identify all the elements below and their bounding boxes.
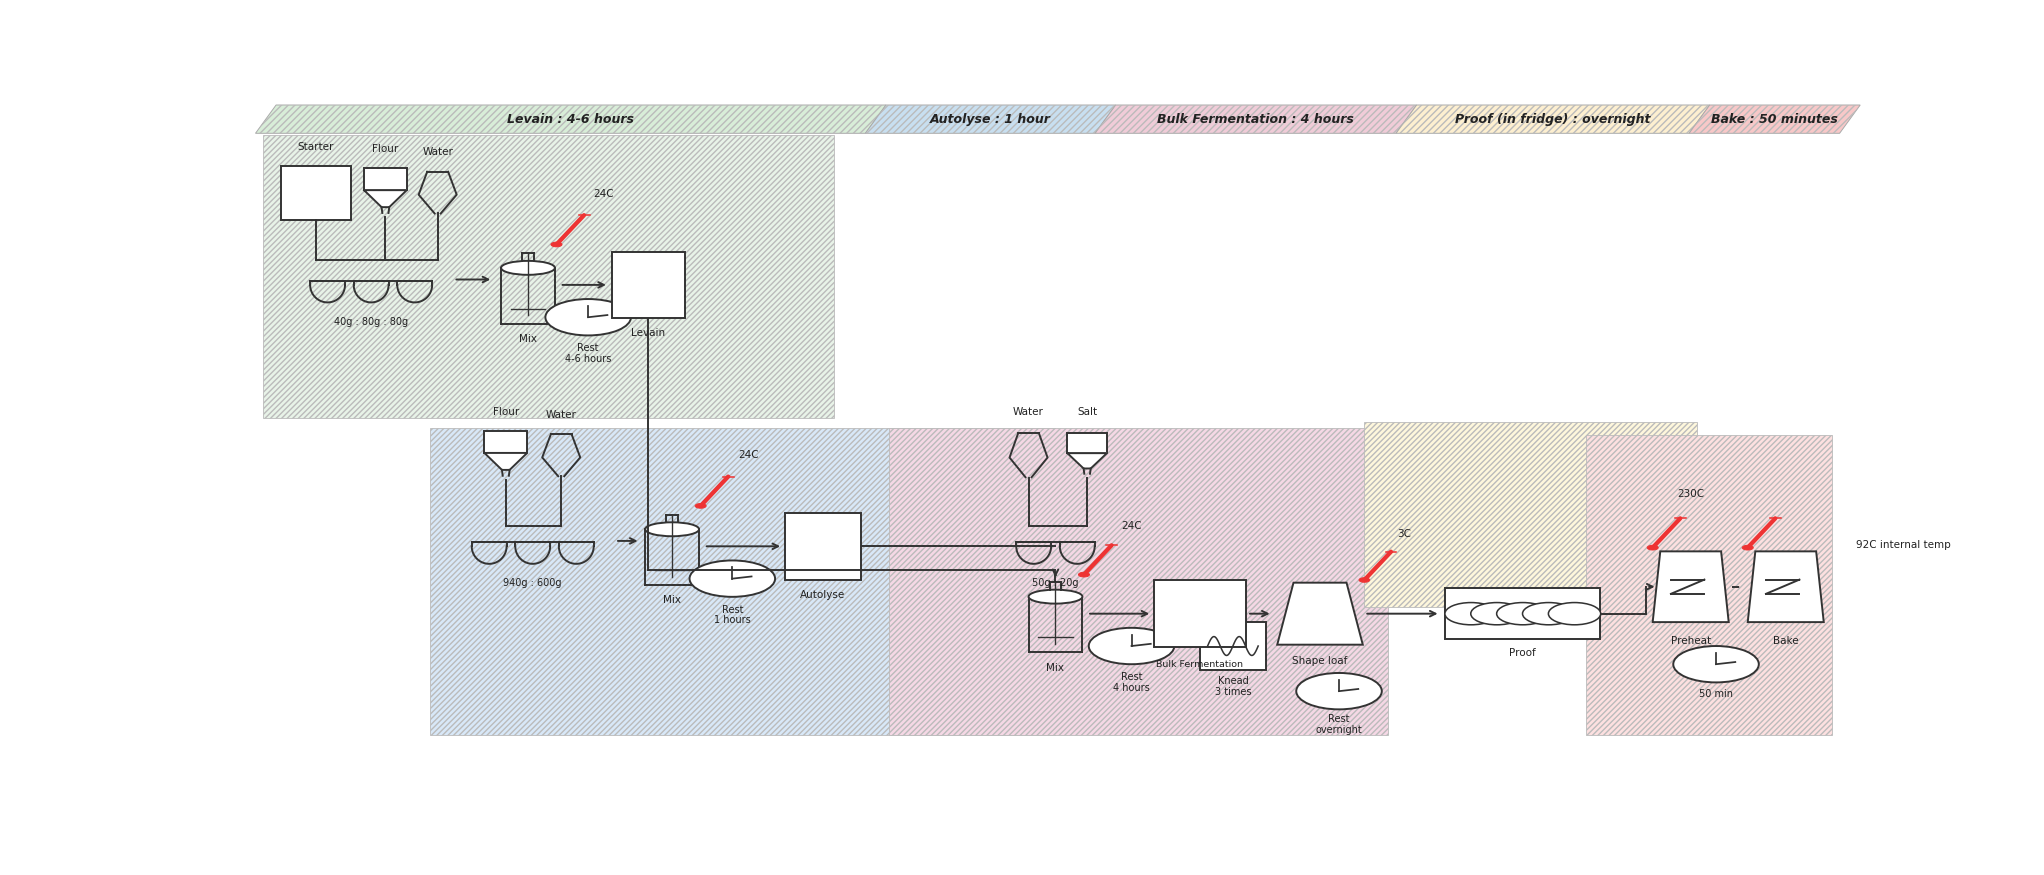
Text: Bulk Fermentation: Bulk Fermentation bbox=[1157, 660, 1243, 668]
Text: Levain: Levain bbox=[632, 328, 666, 339]
Circle shape bbox=[1496, 603, 1549, 625]
Text: Proof (in fridge) : overnight: Proof (in fridge) : overnight bbox=[1455, 113, 1652, 126]
Circle shape bbox=[695, 503, 705, 508]
Text: Preheat: Preheat bbox=[1670, 635, 1711, 646]
Polygon shape bbox=[256, 105, 885, 133]
Text: Rest: Rest bbox=[576, 343, 599, 354]
Text: Water: Water bbox=[423, 147, 454, 158]
Text: 1 hours: 1 hours bbox=[713, 615, 750, 626]
Circle shape bbox=[1296, 673, 1382, 710]
Text: 24C: 24C bbox=[1122, 522, 1143, 531]
Ellipse shape bbox=[1028, 590, 1083, 604]
Polygon shape bbox=[865, 105, 1116, 133]
Text: 50g : 20g: 50g : 20g bbox=[1032, 578, 1079, 588]
Text: Flour: Flour bbox=[493, 407, 519, 416]
Text: Bake : 50 minutes: Bake : 50 minutes bbox=[1711, 113, 1838, 126]
Text: Flour: Flour bbox=[372, 144, 399, 154]
Circle shape bbox=[546, 299, 632, 335]
Circle shape bbox=[1089, 628, 1175, 664]
Text: 3C: 3C bbox=[1396, 529, 1410, 539]
Circle shape bbox=[552, 242, 562, 247]
Polygon shape bbox=[1396, 105, 1709, 133]
FancyBboxPatch shape bbox=[1445, 588, 1600, 639]
Circle shape bbox=[1647, 545, 1658, 550]
FancyBboxPatch shape bbox=[1586, 435, 1831, 735]
Polygon shape bbox=[1654, 551, 1729, 622]
Polygon shape bbox=[1278, 583, 1363, 645]
Text: Mix: Mix bbox=[519, 333, 538, 344]
FancyBboxPatch shape bbox=[1200, 622, 1265, 669]
Circle shape bbox=[1359, 578, 1369, 582]
Text: Rest: Rest bbox=[1120, 672, 1143, 682]
Text: 230C: 230C bbox=[1678, 489, 1705, 499]
Text: Knead: Knead bbox=[1218, 676, 1249, 686]
Text: Rest: Rest bbox=[1329, 715, 1349, 724]
FancyBboxPatch shape bbox=[1365, 422, 1697, 607]
Ellipse shape bbox=[1850, 570, 1932, 605]
Text: Mix: Mix bbox=[662, 595, 681, 605]
Text: Water: Water bbox=[1014, 407, 1044, 416]
Ellipse shape bbox=[646, 522, 699, 536]
FancyBboxPatch shape bbox=[280, 165, 352, 220]
FancyBboxPatch shape bbox=[785, 513, 861, 580]
Text: Levain : 4-6 hours: Levain : 4-6 hours bbox=[507, 113, 634, 126]
Text: 3 times: 3 times bbox=[1214, 687, 1251, 696]
Text: Mix: Mix bbox=[1047, 662, 1065, 673]
Polygon shape bbox=[1067, 453, 1108, 468]
Circle shape bbox=[1523, 603, 1574, 625]
Text: Autolyse: Autolyse bbox=[799, 590, 846, 600]
FancyBboxPatch shape bbox=[1067, 433, 1108, 453]
Circle shape bbox=[1445, 603, 1496, 625]
Ellipse shape bbox=[501, 261, 554, 275]
FancyBboxPatch shape bbox=[1153, 580, 1245, 648]
Text: 40g : 80g : 80g: 40g : 80g : 80g bbox=[333, 317, 409, 327]
Text: 4-6 hours: 4-6 hours bbox=[564, 354, 611, 364]
Text: Shape loaf: Shape loaf bbox=[1292, 656, 1347, 666]
Circle shape bbox=[1549, 603, 1600, 625]
Text: 24C: 24C bbox=[738, 451, 758, 460]
Circle shape bbox=[1472, 603, 1523, 625]
Polygon shape bbox=[1096, 105, 1416, 133]
Text: 24C: 24C bbox=[593, 189, 615, 199]
Polygon shape bbox=[484, 453, 527, 470]
Text: Bake: Bake bbox=[1772, 635, 1799, 646]
FancyBboxPatch shape bbox=[364, 168, 407, 190]
FancyBboxPatch shape bbox=[889, 429, 1388, 735]
Text: Rest: Rest bbox=[722, 605, 744, 614]
FancyBboxPatch shape bbox=[484, 431, 527, 453]
Text: 50 min: 50 min bbox=[1699, 689, 1733, 699]
Polygon shape bbox=[1748, 551, 1823, 622]
FancyBboxPatch shape bbox=[611, 252, 685, 318]
Polygon shape bbox=[1688, 105, 1860, 133]
Circle shape bbox=[1079, 572, 1089, 577]
Text: Salt: Salt bbox=[1077, 407, 1098, 416]
Text: Autolyse : 1 hour: Autolyse : 1 hour bbox=[930, 113, 1051, 126]
Text: 92C internal temp: 92C internal temp bbox=[1856, 540, 1950, 550]
Circle shape bbox=[689, 561, 775, 597]
Text: Bulk Fermentation : 4 hours: Bulk Fermentation : 4 hours bbox=[1157, 113, 1355, 126]
FancyBboxPatch shape bbox=[264, 136, 834, 418]
Text: 4 hours: 4 hours bbox=[1114, 682, 1151, 693]
Polygon shape bbox=[364, 190, 407, 207]
Text: 940g : 600g: 940g : 600g bbox=[503, 578, 562, 588]
Text: Water: Water bbox=[546, 410, 576, 420]
Text: Proof: Proof bbox=[1508, 648, 1537, 658]
Text: overnight: overnight bbox=[1316, 725, 1363, 735]
Text: Starter: Starter bbox=[298, 143, 333, 152]
Circle shape bbox=[1741, 545, 1754, 550]
FancyBboxPatch shape bbox=[429, 429, 1055, 735]
Circle shape bbox=[1674, 646, 1758, 682]
